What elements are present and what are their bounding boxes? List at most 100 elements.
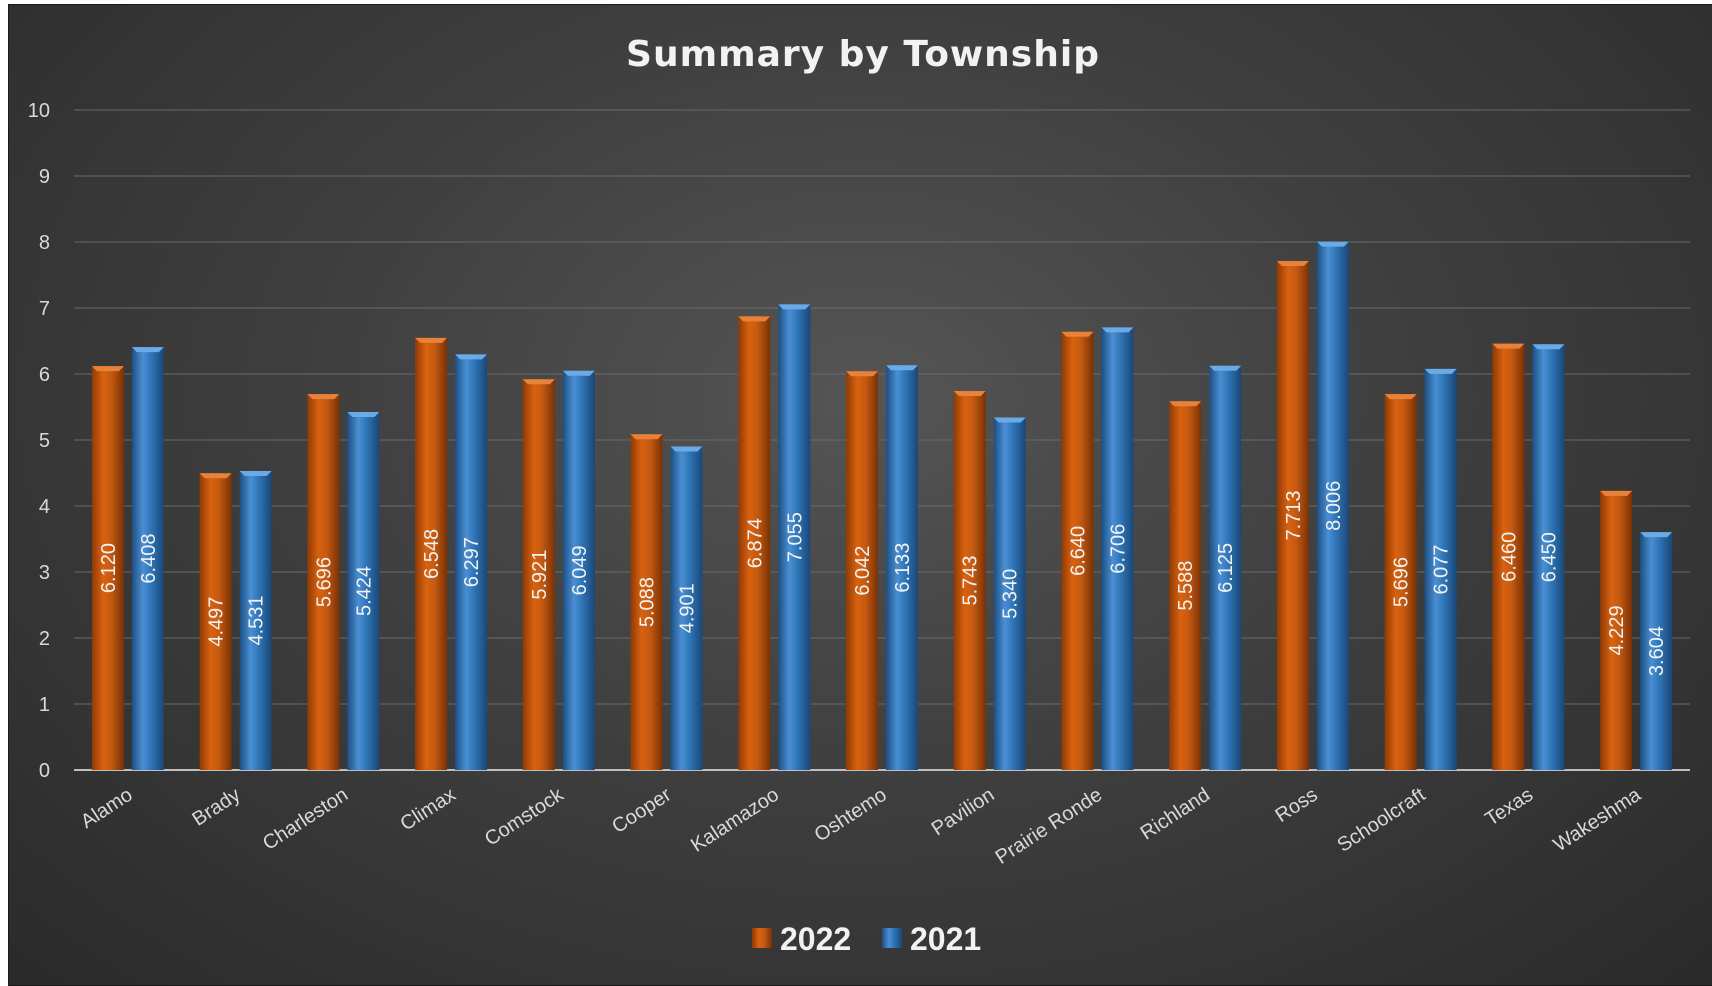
bar-top-bevel [1101, 327, 1134, 333]
bar-top-bevel [953, 390, 986, 396]
bar-top-bevel [778, 304, 811, 310]
bar-2022-charleston [307, 394, 340, 770]
bar-top-bevel [307, 394, 340, 400]
bar-2021-prairie-ronde [1101, 327, 1134, 770]
y-tick-label: 4 [39, 496, 50, 518]
x-tick-label: Comstock [481, 783, 568, 850]
bar-2022-climax [415, 337, 448, 770]
bar-2021-brady [239, 470, 272, 770]
legend-swatch-2021 [882, 928, 902, 948]
x-tick-label: Schoolcraft [1333, 784, 1429, 857]
legend-label-2022: 2022 [780, 921, 851, 957]
x-tick-label: Cooper [608, 784, 675, 838]
bar-2022-alamo [91, 366, 124, 770]
x-tick-label: Ross [1271, 784, 1321, 827]
x-tick-label: Kalamazoo [687, 784, 783, 857]
data-label: 6.133 [892, 543, 914, 593]
data-label: 6.049 [569, 545, 591, 595]
bar-top-bevel [993, 417, 1026, 423]
bar-2022-brady [199, 473, 232, 770]
bar-top-bevel [1600, 490, 1633, 496]
y-tick-label: 7 [39, 298, 50, 320]
bar-2021-cooper [670, 446, 703, 770]
bar-2021-kalamazoo [778, 304, 811, 770]
bar-top-bevel [239, 470, 272, 476]
data-label: 8.006 [1323, 481, 1345, 531]
bar-top-bevel [1209, 365, 1242, 371]
y-tick-label: 0 [39, 760, 50, 782]
x-tick-label: Climax [397, 784, 460, 836]
data-label: 6.450 [1538, 532, 1560, 582]
x-tick-label: Texas [1481, 784, 1537, 831]
bar-top-bevel [1169, 401, 1202, 407]
chart-title: Summary by Township [626, 34, 1100, 75]
bar-top-bevel [738, 316, 771, 322]
bar-2022-cooper [630, 434, 663, 770]
x-tick-label: Brady [189, 784, 245, 831]
bar-2021-wakeshma [1640, 532, 1673, 770]
bar-2022-ross [1276, 260, 1309, 770]
x-tick-label: Charleston [259, 784, 352, 855]
legend-swatch-2022 [752, 928, 772, 948]
legend-label-2021: 2021 [910, 921, 981, 957]
bar-2021-richland [1209, 365, 1242, 770]
data-label: 5.696 [1391, 557, 1413, 607]
bar-2022-prairie-ronde [1061, 331, 1094, 770]
bar-top-bevel [1384, 394, 1417, 400]
bar-2022-schoolcraft [1384, 394, 1417, 770]
bar-2021-ross [1316, 241, 1349, 770]
x-tick-label: Richland [1137, 784, 1214, 845]
bar-top-bevel [415, 337, 448, 343]
bar-top-bevel [347, 412, 380, 418]
bar-2021-comstock [562, 370, 595, 770]
data-label: 5.088 [637, 577, 659, 627]
data-label: 5.921 [529, 550, 551, 600]
data-label: 7.055 [784, 512, 806, 562]
y-tick-label: 8 [39, 232, 50, 254]
bar-2021-alamo [131, 347, 164, 770]
data-label: 6.874 [744, 518, 766, 568]
bar-2022-oshtemo [846, 371, 878, 770]
y-tick-label: 5 [39, 430, 50, 452]
bar-2021-pavilion [993, 417, 1026, 770]
data-label: 6.297 [461, 537, 483, 587]
data-label: 5.588 [1175, 561, 1197, 611]
y-tick-label: 2 [39, 628, 50, 650]
y-tick-label: 9 [39, 166, 50, 188]
bar-top-bevel [630, 434, 663, 440]
data-label: 4.229 [1606, 605, 1628, 655]
data-label: 5.696 [313, 557, 335, 607]
bar-top-bevel [1532, 344, 1565, 350]
bar-top-bevel [522, 379, 555, 385]
bar-top-bevel [91, 366, 124, 372]
bar-top-bevel [846, 371, 878, 377]
bar-top-bevel [455, 354, 488, 360]
x-tick-label: Pavilion [928, 784, 999, 841]
y-tick-label: 6 [39, 364, 50, 386]
data-label: 6.077 [1431, 544, 1453, 594]
data-label: 6.408 [138, 534, 160, 584]
data-label: 6.640 [1067, 526, 1089, 576]
bar-top-bevel [131, 347, 164, 353]
bar-2021-climax [455, 354, 488, 770]
bar-2021-charleston [347, 412, 380, 770]
data-label: 6.706 [1107, 524, 1129, 574]
x-tick-label: Oshtemo [811, 784, 891, 847]
data-label: 5.743 [960, 555, 982, 605]
bar-2022-texas [1492, 343, 1525, 770]
bar-2022-kalamazoo [738, 316, 771, 770]
x-tick-label: Alamo [77, 784, 137, 833]
bar-top-bevel [670, 446, 703, 452]
data-label: 6.548 [421, 529, 443, 579]
data-label: 6.042 [852, 546, 874, 596]
data-label: 5.424 [353, 566, 375, 616]
data-label: 4.901 [677, 583, 699, 633]
y-tick-label: 3 [39, 562, 50, 584]
x-tick-label: Wakeshma [1550, 783, 1646, 856]
x-tick-label: Prairie Ronde [992, 784, 1107, 869]
bar-2022-pavilion [953, 390, 986, 770]
data-label: 6.460 [1498, 532, 1520, 582]
data-label: 5.340 [1000, 569, 1022, 619]
bar-2022-wakeshma [1600, 490, 1633, 770]
